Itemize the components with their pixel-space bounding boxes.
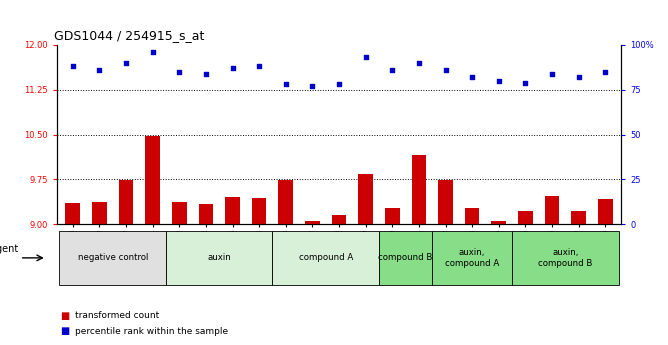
Bar (332, 215, 346, 224)
Point (121, 60, 132, 66)
Bar (198, 204, 213, 224)
Bar (252, 198, 267, 224)
Point (387, 67, 397, 73)
Bar (225, 197, 240, 224)
Bar (146, 136, 160, 224)
Bar (598, 199, 613, 224)
Text: transformed count: transformed count (75, 311, 159, 320)
Text: compound B: compound B (378, 253, 433, 263)
Text: auxin,
compound A: auxin, compound A (445, 248, 499, 268)
Bar (305, 221, 320, 224)
Bar (492, 221, 506, 224)
Bar (358, 174, 373, 224)
Point (174, 69, 184, 75)
Text: negative control: negative control (77, 253, 148, 263)
Point (94, 67, 105, 73)
Point (254, 63, 265, 69)
Bar (119, 180, 134, 224)
Point (494, 78, 504, 83)
Text: auxin: auxin (207, 253, 231, 263)
Point (440, 67, 451, 73)
Point (227, 66, 238, 71)
Point (281, 81, 291, 87)
Text: compound A: compound A (299, 253, 353, 263)
Point (200, 71, 211, 76)
Text: ■: ■ (60, 326, 69, 336)
Bar (438, 180, 453, 224)
Bar (571, 211, 586, 224)
Text: auxin,
compound B: auxin, compound B (538, 248, 593, 268)
Bar (92, 202, 107, 224)
Bar (411, 156, 426, 224)
Bar (518, 211, 532, 224)
Bar (279, 180, 293, 224)
Bar (172, 202, 186, 224)
Text: ■: ■ (60, 311, 69, 321)
Point (360, 55, 371, 60)
Point (413, 60, 424, 66)
Point (546, 71, 557, 76)
Text: percentile rank within the sample: percentile rank within the sample (75, 327, 228, 336)
Text: GDS1044 / 254915_s_at: GDS1044 / 254915_s_at (54, 29, 204, 42)
Bar (465, 207, 480, 224)
Point (334, 81, 345, 87)
Point (600, 69, 611, 75)
Point (147, 49, 158, 55)
Bar (385, 208, 399, 224)
Point (467, 75, 478, 80)
Point (573, 75, 584, 80)
Point (67, 63, 78, 69)
Text: agent: agent (0, 244, 18, 254)
Bar (544, 196, 559, 224)
Point (520, 80, 531, 85)
Bar (65, 203, 80, 224)
Point (307, 83, 318, 89)
